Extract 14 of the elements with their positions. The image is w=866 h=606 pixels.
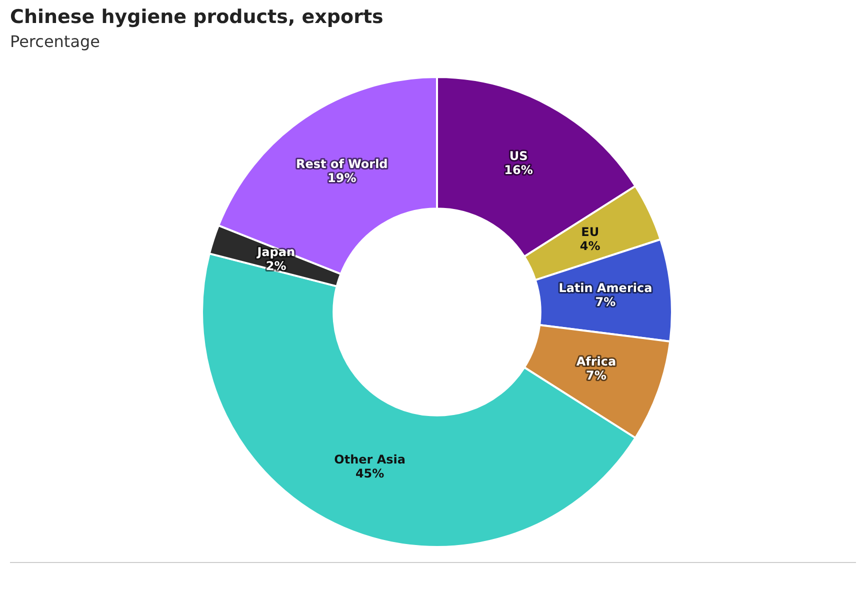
data-label: 4% [580,239,600,254]
data-label: 16% [504,162,533,177]
slice-label: EU [581,225,600,240]
slice-label: Other Asia [334,452,406,466]
slice-label: Rest of World [296,157,388,172]
data-label: 7% [586,368,606,382]
data-label: 45% [355,466,384,480]
slice-label: US [509,148,528,163]
chart-title: Chinese hygiene products, exports [10,6,384,28]
slice-label: Africa [576,354,616,368]
text: Percentage [10,32,100,51]
data-label: 19% [328,171,356,186]
data-label: 7% [595,295,616,310]
slice-label: Latin America [558,281,652,296]
